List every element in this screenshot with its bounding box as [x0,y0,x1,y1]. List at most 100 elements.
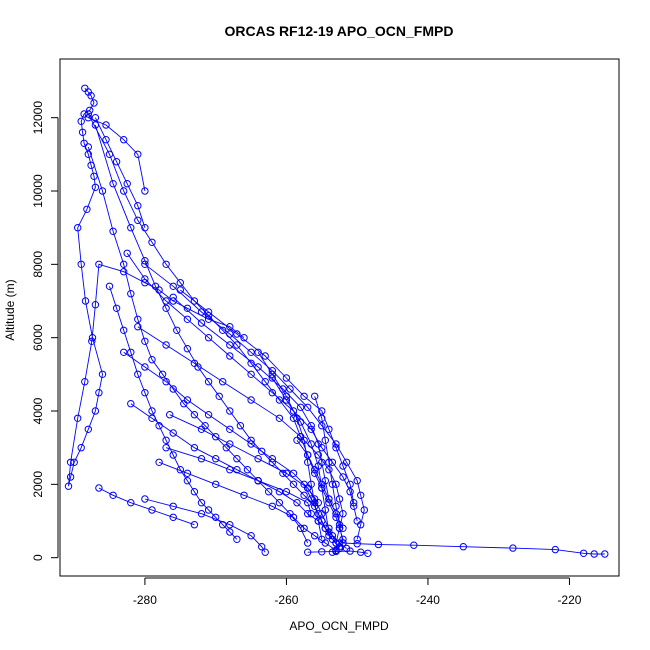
data-point [169,293,177,301]
data-point [328,480,337,488]
plot-frame [59,58,620,577]
data-point [226,425,234,433]
data-point [307,495,315,503]
data-point [293,436,301,444]
data-point [233,535,241,543]
y-tick-label: 2000 [31,471,45,498]
data-point [95,389,103,397]
data-point [109,491,117,499]
data-point [77,444,85,452]
data-point [226,521,234,529]
data-point [289,407,298,415]
data-point [127,400,135,408]
data-point [148,356,156,364]
data-point [166,411,174,419]
data-point [212,480,220,488]
data-point [197,510,206,518]
y-axis-label: Altitude (m) [3,279,17,340]
data-point [91,183,100,192]
data-point [162,341,170,349]
data-point [233,341,241,349]
data-point [169,502,177,510]
series-line [109,286,238,540]
data-point [134,323,142,331]
data-point [127,348,135,356]
data-point [148,407,156,415]
data-point [282,488,291,496]
data-point [601,550,609,558]
data-point [265,488,273,496]
data-point [268,455,276,463]
data-point [226,466,234,474]
data-point [261,548,269,556]
data-point [509,544,517,552]
series-25 [91,114,149,232]
data-point [141,337,149,345]
data-point [314,510,322,518]
data-point [141,363,149,371]
y-axis: 0 2000 4000 6000 8000 10000 12000 [31,101,59,561]
data-point [318,548,326,556]
data-point [307,422,315,430]
data-point [190,411,199,419]
data-point [286,385,294,393]
data-point [226,352,234,360]
data-point [123,249,131,258]
data-point [80,139,88,148]
data-point [459,543,467,551]
series-line [68,87,245,487]
series-5 [105,282,241,543]
data-point [339,473,347,481]
data-point [102,121,110,129]
data-point [254,455,262,463]
data-point [95,260,103,268]
data-point [364,549,372,557]
data-point [197,499,206,507]
data-point [74,224,82,232]
data-point [77,260,85,268]
data-point [346,488,354,496]
data-point [254,348,262,356]
data-point [353,535,361,543]
data-point [83,205,91,214]
data-point [112,158,121,166]
data-point [120,348,128,356]
data-point [321,524,329,532]
series-line [296,440,344,529]
data-point [332,547,340,556]
data-point [282,469,291,477]
data-point [226,440,234,448]
data-point [120,187,128,195]
y-tick-label: 8000 [31,251,45,278]
data-point [219,378,227,386]
data-point [332,444,340,452]
data-point [357,491,365,499]
series-4 [84,143,312,547]
data-point [339,539,347,547]
data-point [374,540,383,549]
data-point [282,396,291,404]
data-point [304,539,312,547]
data-point [148,238,156,247]
x-axis-label: APO_OCN_FMPD [289,619,389,633]
data-point [318,535,326,543]
data-point [112,304,121,312]
data-point [197,455,206,463]
data-point [332,510,340,518]
data-point [258,447,266,455]
data-point [98,370,107,378]
x-tick-label: -220 [557,593,581,607]
data-point [268,502,276,510]
series-line [137,326,344,544]
series-22 [304,547,372,557]
data-point [81,378,89,386]
data-point [155,458,163,466]
data-point [109,180,117,188]
data-point [86,106,94,115]
plot-area [64,84,609,558]
data-point [162,260,170,268]
data-point [300,392,308,400]
data-point [84,425,93,433]
data-point [350,502,358,510]
series-26 [84,114,149,195]
